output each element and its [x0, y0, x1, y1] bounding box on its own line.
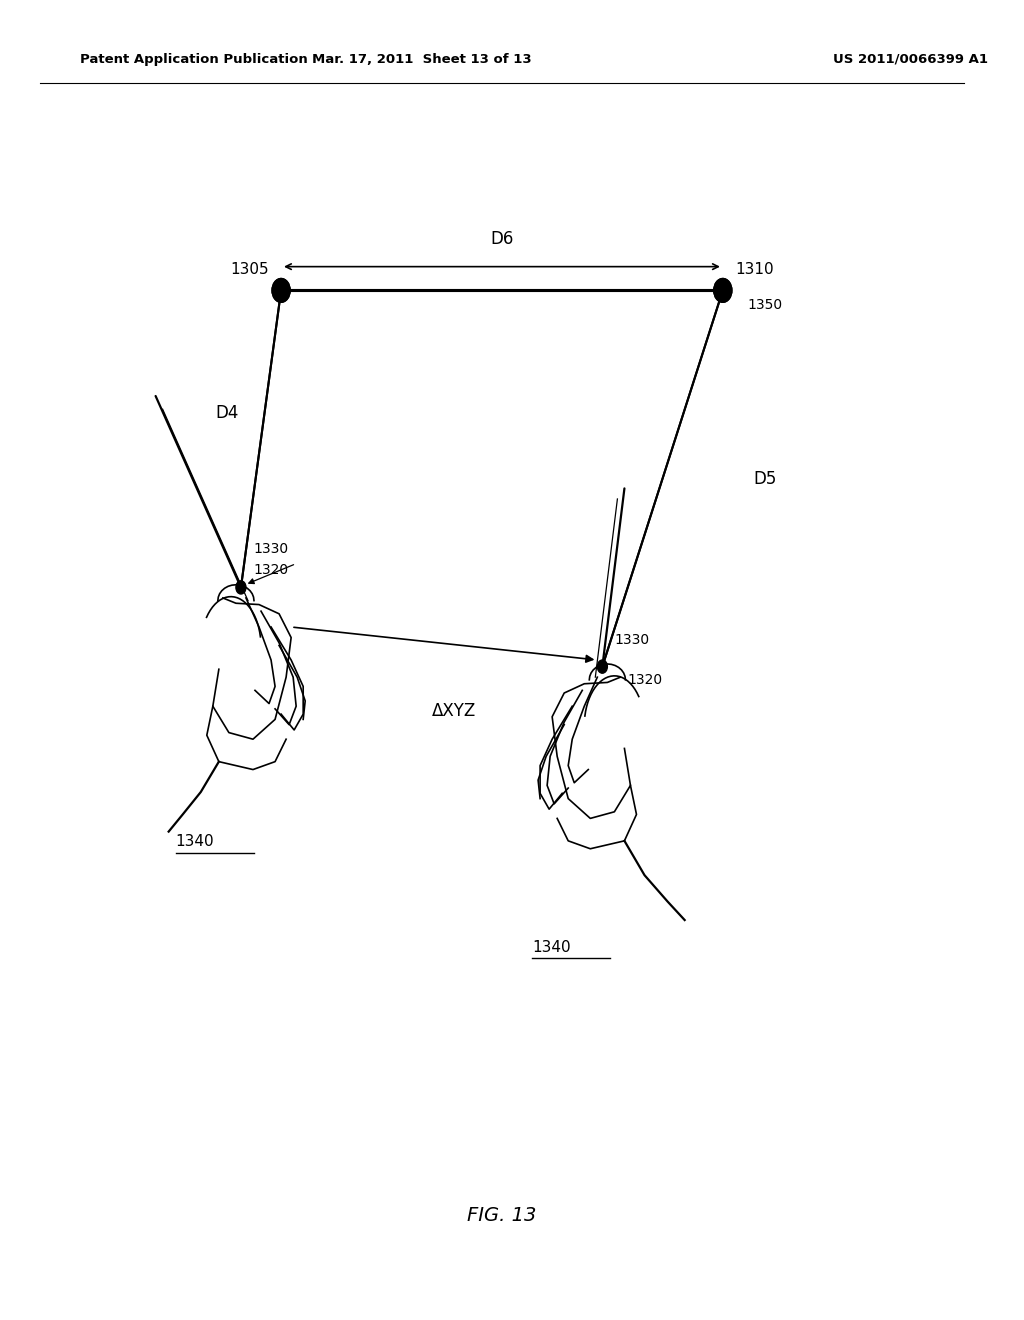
- Circle shape: [236, 581, 246, 594]
- Text: 1320: 1320: [253, 562, 288, 577]
- Text: D5: D5: [753, 470, 776, 487]
- Text: 1320: 1320: [628, 673, 663, 688]
- Text: 1310: 1310: [735, 263, 773, 277]
- Circle shape: [597, 660, 607, 673]
- Text: 1340: 1340: [176, 834, 214, 849]
- Text: D4: D4: [216, 404, 240, 421]
- Text: 1305: 1305: [230, 263, 269, 277]
- Text: 1340: 1340: [532, 940, 570, 954]
- Text: 1330: 1330: [614, 632, 649, 647]
- Text: 1350: 1350: [748, 298, 783, 313]
- Text: ΔXYZ: ΔXYZ: [432, 702, 476, 721]
- Text: FIG. 13: FIG. 13: [467, 1206, 537, 1225]
- Text: Mar. 17, 2011  Sheet 13 of 13: Mar. 17, 2011 Sheet 13 of 13: [312, 53, 531, 66]
- Text: 1330: 1330: [253, 541, 288, 556]
- Circle shape: [272, 279, 290, 302]
- Circle shape: [714, 279, 732, 302]
- Text: D6: D6: [490, 230, 514, 248]
- Circle shape: [272, 279, 290, 302]
- Circle shape: [714, 279, 732, 302]
- Text: US 2011/0066399 A1: US 2011/0066399 A1: [834, 53, 988, 66]
- Text: Patent Application Publication: Patent Application Publication: [80, 53, 308, 66]
